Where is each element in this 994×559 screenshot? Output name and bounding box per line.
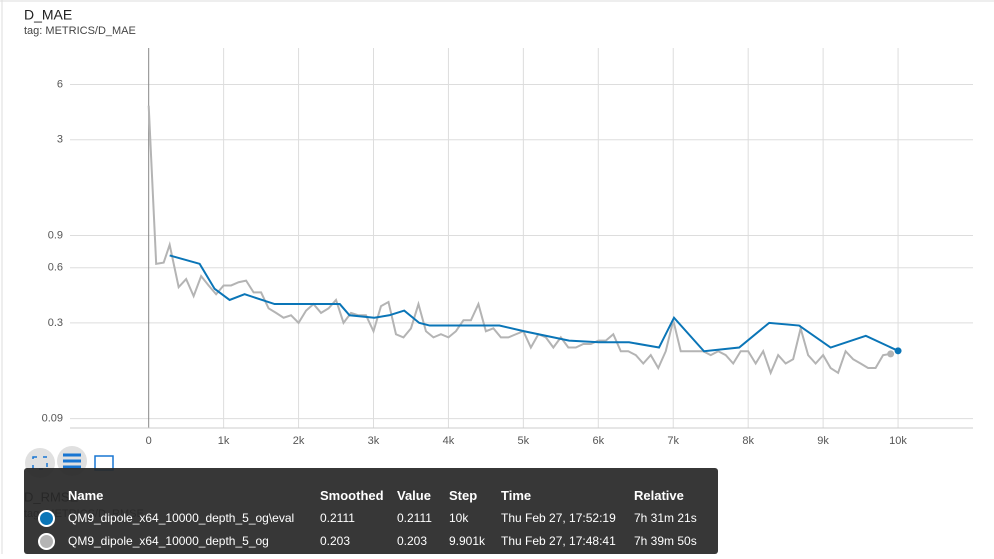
cell: QM9_dipole_x64_10000_depth_5_og\eval <box>68 511 295 525</box>
series-line <box>169 254 899 353</box>
cell: 0.203 <box>397 534 428 548</box>
chart-title: D_MAE <box>24 7 72 23</box>
y-tick-label: 6 <box>57 78 63 90</box>
plot-area <box>70 48 973 429</box>
x-tick-label: 3k <box>368 435 380 447</box>
y-tick-label: 0.6 <box>48 262 63 274</box>
column-header: Value <box>397 488 431 503</box>
column-header: Name <box>68 488 104 503</box>
end-marker <box>887 350 895 358</box>
tooltip: Name Smoothed Value Step Time Relative QM9_dip… <box>24 468 718 554</box>
column-header: Time <box>501 488 532 503</box>
x-tick-label: 1k <box>218 435 230 447</box>
y-tick-label: 0.9 <box>48 229 63 241</box>
menu-icon <box>63 453 81 469</box>
cell: 7h 31m 21s <box>634 511 697 525</box>
cell: 0.2111 <box>320 511 355 525</box>
series-swatch <box>38 533 55 550</box>
x-tick-label: 10k <box>889 435 907 447</box>
cell: 0.203 <box>320 534 351 548</box>
column-header: Relative <box>634 488 684 503</box>
y-tick-label: 3 <box>57 134 63 146</box>
cell: 0.2111 <box>397 511 432 525</box>
series-swatch <box>38 510 55 527</box>
chart-subtitle: tag: METRICS/D_MAE <box>24 25 136 37</box>
x-tick-label: 6k <box>592 435 604 447</box>
x-tick-label: 9k <box>817 435 829 447</box>
cell: 10k <box>449 511 469 525</box>
column-header: Step <box>449 488 478 503</box>
x-tick-label: 4k <box>443 435 455 447</box>
x-tick-label: 7k <box>667 435 679 447</box>
cell: 9.901k <box>449 534 486 548</box>
y-tick-label: 0.3 <box>48 317 63 329</box>
x-tick-label: 2k <box>293 435 305 447</box>
cell: 7h 39m 50s <box>634 534 697 548</box>
x-tick-label: 8k <box>742 435 754 447</box>
x-tick-label: 0 <box>146 435 152 447</box>
end-marker <box>894 347 902 355</box>
series-line <box>147 105 891 376</box>
column-header: Smoothed <box>320 488 384 503</box>
cell: Thu Feb 27, 17:48:41 <box>501 534 616 548</box>
x-tick-label: 5k <box>518 435 530 447</box>
y-tick-label: 0.09 <box>42 413 63 425</box>
cell: QM9_dipole_x64_10000_depth_5_og <box>68 534 269 548</box>
cell: Thu Feb 27, 17:52:19 <box>501 511 616 525</box>
